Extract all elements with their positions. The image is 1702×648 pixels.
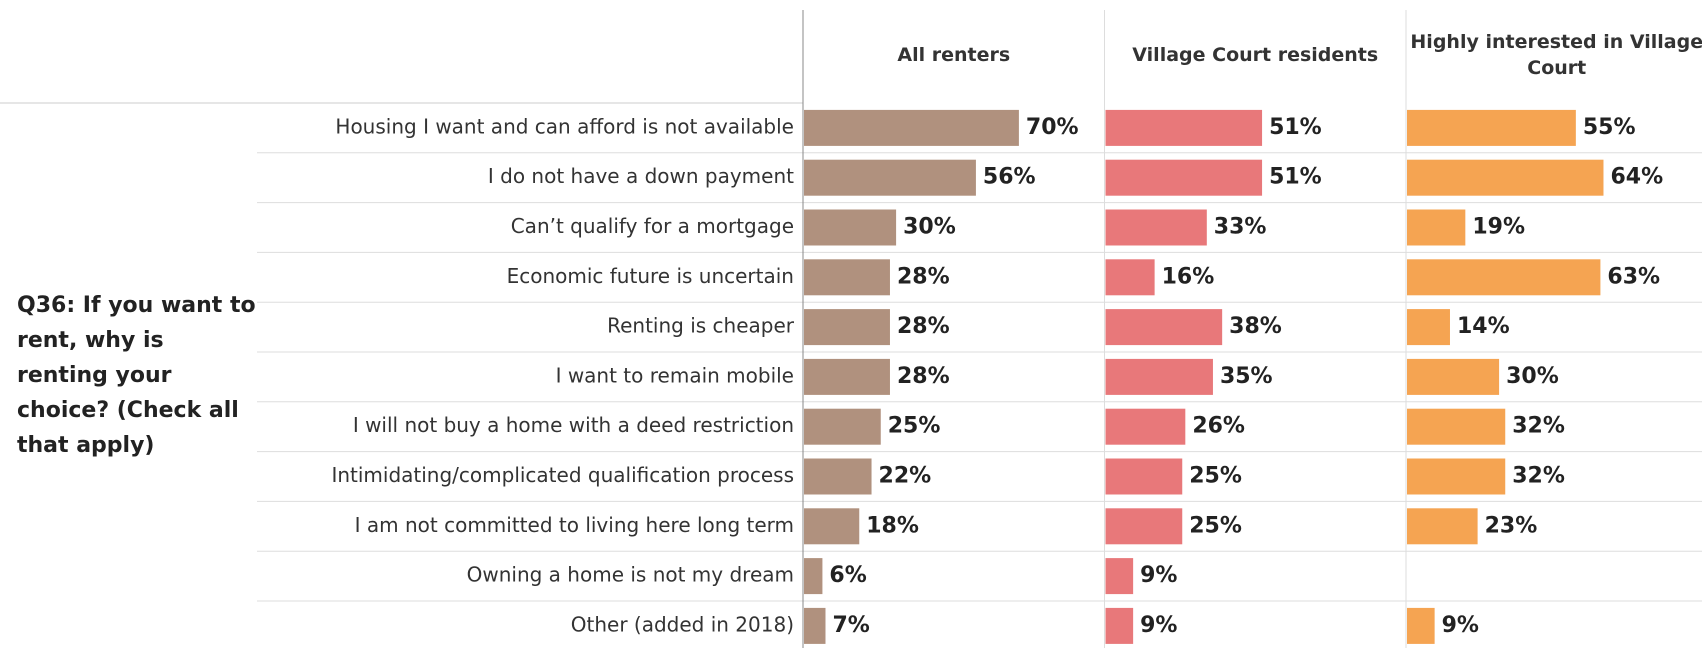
bar xyxy=(1407,109,1576,146)
value-label: 38% xyxy=(1229,314,1282,339)
category-label: Owning a home is not my dream xyxy=(467,563,794,587)
bar xyxy=(1407,358,1500,395)
bar xyxy=(804,508,860,545)
bar xyxy=(1407,309,1450,346)
bar xyxy=(1105,358,1213,395)
bar xyxy=(1105,408,1186,445)
bar xyxy=(1407,209,1466,246)
value-label: 33% xyxy=(1214,215,1267,240)
bar xyxy=(1105,109,1263,146)
value-label: 35% xyxy=(1220,364,1273,389)
value-label: 70% xyxy=(1026,115,1079,140)
value-label: 63% xyxy=(1607,264,1660,289)
bar xyxy=(1105,558,1134,595)
category-label: I am not committed to living here long t… xyxy=(355,513,794,537)
category-label: Economic future is uncertain xyxy=(507,264,794,288)
bar xyxy=(1407,259,1601,296)
bar xyxy=(1105,309,1223,346)
value-label: 9% xyxy=(1140,613,1177,638)
value-label: 28% xyxy=(897,264,950,289)
panel-header: All renters xyxy=(897,44,1011,67)
category-label: Housing I want and can afford is not ava… xyxy=(335,114,794,138)
value-label: 22% xyxy=(879,464,932,489)
category-label: I will not buy a home with a deed restri… xyxy=(353,413,794,437)
question-title: Q36: If you want to rent, why is renting… xyxy=(17,293,256,458)
value-label: 30% xyxy=(1506,364,1559,389)
bar xyxy=(1105,607,1134,644)
bar xyxy=(804,458,872,495)
bar xyxy=(1407,607,1435,644)
bar xyxy=(1105,159,1263,196)
value-label: 30% xyxy=(903,215,956,240)
bar xyxy=(804,209,897,246)
panel-header: Highly interested in Village Court xyxy=(1410,31,1702,79)
value-label: 32% xyxy=(1512,414,1565,439)
value-label: 19% xyxy=(1472,215,1525,240)
category-label: I do not have a down payment xyxy=(488,164,794,188)
category-label: I want to remain mobile xyxy=(556,363,794,387)
bar xyxy=(1105,458,1183,495)
bar xyxy=(1407,408,1506,445)
bar xyxy=(1105,508,1183,545)
value-label: 6% xyxy=(829,563,866,588)
value-label: 25% xyxy=(888,414,941,439)
category-label: Can’t qualify for a mortgage xyxy=(511,214,794,238)
value-label: 25% xyxy=(1189,464,1242,489)
category-label: Other (added in 2018) xyxy=(571,612,794,636)
value-label: 56% xyxy=(983,165,1036,190)
value-label: 23% xyxy=(1485,513,1538,538)
value-label: 32% xyxy=(1512,464,1565,489)
bar xyxy=(804,408,881,445)
bar xyxy=(804,358,890,395)
bar xyxy=(804,109,1019,146)
bar xyxy=(804,259,890,296)
value-label: 9% xyxy=(1442,613,1479,638)
panel-header: Village Court residents xyxy=(1132,44,1379,67)
value-label: 55% xyxy=(1583,115,1636,140)
category-label: Intimidating/complicated qualification p… xyxy=(331,463,794,487)
bar xyxy=(804,558,823,595)
bar xyxy=(1407,458,1506,495)
bar xyxy=(804,607,826,644)
bar xyxy=(804,159,976,196)
value-label: 28% xyxy=(897,314,950,339)
category-label: Renting is cheaper xyxy=(607,314,795,338)
value-label: 25% xyxy=(1189,513,1242,538)
value-label: 26% xyxy=(1192,414,1245,439)
value-label: 16% xyxy=(1162,264,1215,289)
value-label: 18% xyxy=(866,513,919,538)
bar xyxy=(1407,508,1478,545)
value-label: 28% xyxy=(897,364,950,389)
value-label: 14% xyxy=(1457,314,1510,339)
value-label: 51% xyxy=(1269,115,1322,140)
bar xyxy=(1105,259,1155,296)
bar xyxy=(1407,159,1604,196)
value-label: 7% xyxy=(832,613,869,638)
bar xyxy=(804,309,890,346)
value-label: 9% xyxy=(1140,563,1177,588)
value-label: 64% xyxy=(1610,165,1663,190)
bar xyxy=(1105,209,1207,246)
value-label: 51% xyxy=(1269,165,1322,190)
